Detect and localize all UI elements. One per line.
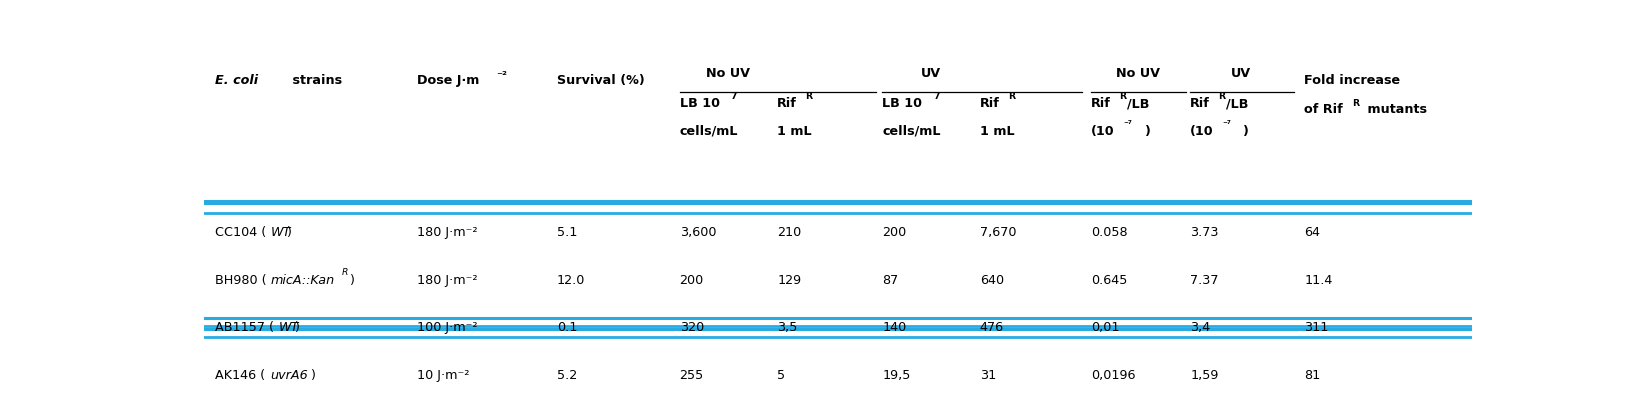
Text: 320: 320 [680, 321, 703, 334]
Text: 1,59: 1,59 [1190, 369, 1218, 382]
Text: Fold increase: Fold increase [1305, 74, 1400, 87]
Text: Rif: Rif [1190, 97, 1210, 110]
Text: CC104 (: CC104 ( [214, 226, 267, 239]
Text: R: R [804, 93, 813, 101]
Text: 31: 31 [979, 369, 996, 382]
Text: AK146 (: AK146 ( [214, 369, 265, 382]
Text: of Rif: of Rif [1305, 103, 1342, 116]
Text: ): ) [294, 321, 299, 334]
Text: ⁻²: ⁻² [495, 71, 507, 81]
Text: 5.2: 5.2 [556, 369, 577, 382]
Text: mutants: mutants [1362, 103, 1426, 116]
Text: 7: 7 [731, 93, 737, 101]
Text: UV: UV [1231, 67, 1251, 81]
Text: 11.4: 11.4 [1305, 274, 1333, 287]
Text: 129: 129 [777, 274, 801, 287]
Text: 3,4: 3,4 [1190, 321, 1210, 334]
Text: 19,5: 19,5 [883, 369, 911, 382]
Text: ): ) [1144, 124, 1151, 138]
Text: 10 J·m⁻²: 10 J·m⁻² [417, 369, 469, 382]
Text: (10: (10 [1092, 124, 1115, 138]
Text: 0,01: 0,01 [1092, 321, 1120, 334]
Text: 640: 640 [979, 274, 1004, 287]
Text: R: R [1352, 99, 1360, 108]
Text: 5.1: 5.1 [556, 226, 577, 239]
Text: cells/mL: cells/mL [883, 124, 940, 138]
Text: 64: 64 [1305, 226, 1319, 239]
Text: Rif: Rif [777, 97, 796, 110]
Text: 140: 140 [883, 321, 906, 334]
Text: AB1157 (: AB1157 ( [214, 321, 273, 334]
Text: Dose J·m: Dose J·m [417, 74, 479, 87]
Text: 1 mL: 1 mL [777, 124, 811, 138]
Text: 5: 5 [777, 369, 785, 382]
Text: No UV: No UV [706, 67, 750, 81]
Text: 1 mL: 1 mL [979, 124, 1014, 138]
Text: Survival (%): Survival (%) [556, 74, 644, 87]
Text: 200: 200 [883, 226, 906, 239]
Text: cells/mL: cells/mL [680, 124, 737, 138]
Text: ): ) [311, 369, 316, 382]
Text: (10: (10 [1190, 124, 1213, 138]
Text: R: R [1218, 93, 1225, 101]
Text: 311: 311 [1305, 321, 1329, 334]
Text: uvrA6: uvrA6 [270, 369, 307, 382]
Text: 476: 476 [979, 321, 1004, 334]
Text: LB 10: LB 10 [680, 97, 719, 110]
Text: 3.73: 3.73 [1190, 226, 1218, 239]
Text: 180 J·m⁻²: 180 J·m⁻² [417, 226, 477, 239]
Text: ⁻⁷: ⁻⁷ [1221, 120, 1231, 129]
Text: ): ) [286, 226, 291, 239]
Text: /LB: /LB [1226, 97, 1248, 110]
Text: micA::Kan: micA::Kan [270, 274, 335, 287]
Text: ): ) [348, 274, 353, 287]
Text: BH980 (: BH980 ( [214, 274, 267, 287]
Text: 200: 200 [680, 274, 703, 287]
Text: 255: 255 [680, 369, 703, 382]
Text: LB 10: LB 10 [883, 97, 922, 110]
Text: strains: strains [288, 74, 342, 87]
Text: 3,5: 3,5 [777, 321, 798, 334]
Text: /LB: /LB [1127, 97, 1149, 110]
Text: 0.1: 0.1 [556, 321, 577, 334]
Text: WT: WT [270, 226, 291, 239]
Text: Rif: Rif [979, 97, 999, 110]
Text: 0,0196: 0,0196 [1092, 369, 1136, 382]
Text: R: R [1120, 93, 1127, 101]
Text: 180 J·m⁻²: 180 J·m⁻² [417, 274, 477, 287]
Text: WT: WT [278, 321, 299, 334]
Text: 7,670: 7,670 [979, 226, 1017, 239]
Text: 7.37: 7.37 [1190, 274, 1218, 287]
Text: 87: 87 [883, 274, 899, 287]
Text: ⁻⁷: ⁻⁷ [1123, 120, 1131, 129]
Text: Rif: Rif [1092, 97, 1112, 110]
Text: 3,600: 3,600 [680, 226, 716, 239]
Text: 0.645: 0.645 [1092, 274, 1128, 287]
Text: 210: 210 [777, 226, 801, 239]
Text: UV: UV [921, 67, 940, 81]
Text: 0.058: 0.058 [1092, 226, 1128, 239]
Text: No UV: No UV [1117, 67, 1161, 81]
Text: E. coli: E. coli [214, 74, 258, 87]
Text: ): ) [1244, 124, 1249, 138]
Text: R: R [342, 268, 348, 277]
Text: R: R [1007, 93, 1015, 101]
Text: 81: 81 [1305, 369, 1321, 382]
Text: 100 J·m⁻²: 100 J·m⁻² [417, 321, 477, 334]
Text: 12.0: 12.0 [556, 274, 585, 287]
Text: 7: 7 [934, 93, 940, 101]
